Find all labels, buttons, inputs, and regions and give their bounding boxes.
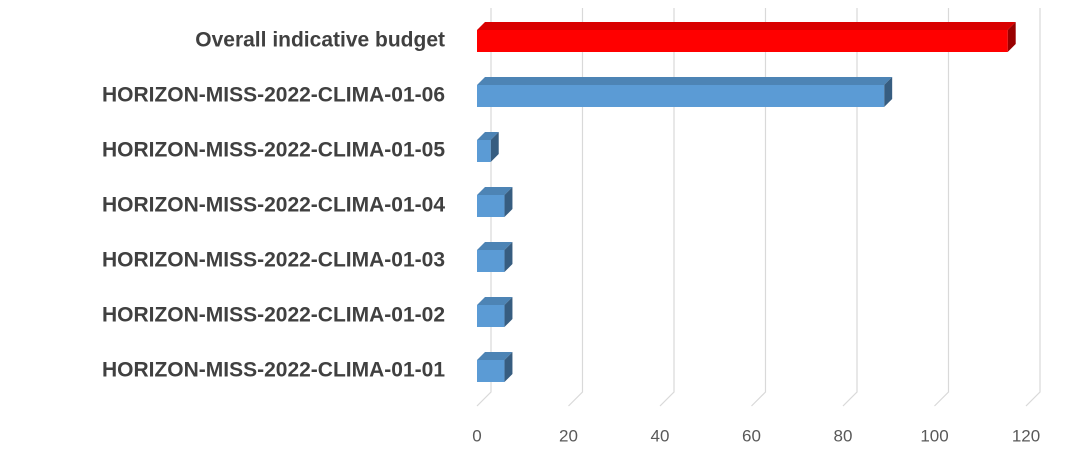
bar-front <box>477 360 505 382</box>
grid-line <box>568 8 584 407</box>
category-label: HORIZON-MISS-2022-CLIMA-01-04 <box>102 194 445 217</box>
bar-top <box>477 77 893 85</box>
bar-front <box>477 250 505 272</box>
category-label: HORIZON-MISS-2022-CLIMA-01-05 <box>102 139 445 162</box>
bar-front <box>477 305 505 327</box>
bar <box>477 22 1016 52</box>
bar <box>477 187 513 217</box>
bar-front <box>477 30 1008 52</box>
category-label: HORIZON-MISS-2022-CLIMA-01-01 <box>102 359 445 382</box>
bar <box>477 132 499 162</box>
bar-side <box>884 77 893 107</box>
category-label: HORIZON-MISS-2022-CLIMA-01-06 <box>102 84 445 107</box>
bar <box>477 297 513 327</box>
x-tick-label: 20 <box>559 426 578 445</box>
x-tick-label: 0 <box>472 426 481 445</box>
category-label: Overall indicative budget <box>195 29 445 52</box>
x-tick-label: 40 <box>651 426 670 445</box>
bar-side <box>504 242 513 272</box>
bar-side <box>504 297 513 327</box>
bar-top <box>477 132 499 140</box>
bar <box>477 242 513 272</box>
bar <box>477 352 513 382</box>
x-tick-label: 60 <box>742 426 761 445</box>
category-label: HORIZON-MISS-2022-CLIMA-01-02 <box>102 304 445 327</box>
bar-side <box>1007 22 1016 52</box>
bar-top <box>477 242 513 250</box>
bar-top <box>477 352 513 360</box>
bar-side <box>490 132 499 162</box>
grid-line <box>659 8 675 407</box>
x-tick-label: 80 <box>834 426 853 445</box>
bar-top <box>477 297 513 305</box>
x-tick-label: 120 <box>1012 426 1040 445</box>
bar-side <box>504 187 513 217</box>
grid-line <box>934 8 950 407</box>
bar-top <box>477 187 513 195</box>
grid-line <box>842 8 858 407</box>
bar-side <box>504 352 513 382</box>
x-tick-label: 100 <box>920 426 948 445</box>
grid-line <box>751 8 767 407</box>
grid-line <box>1025 8 1041 407</box>
category-label: HORIZON-MISS-2022-CLIMA-01-03 <box>102 249 445 272</box>
bar <box>477 77 893 107</box>
bar-front <box>477 140 491 162</box>
bar-front <box>477 195 505 217</box>
bar-front <box>477 85 885 107</box>
bar-top <box>477 22 1016 30</box>
